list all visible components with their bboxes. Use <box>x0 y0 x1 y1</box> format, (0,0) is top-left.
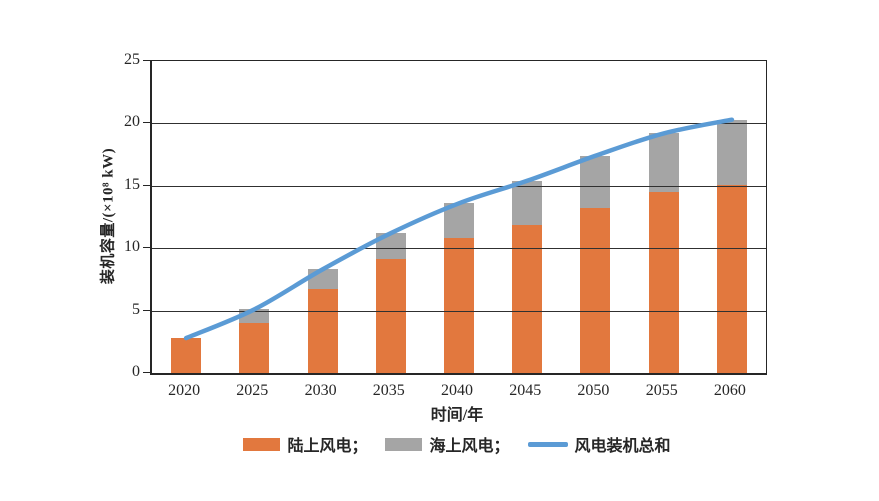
bar-onshore-2040 <box>444 238 474 373</box>
bar-onshore-2055 <box>648 192 679 373</box>
total-line-swatch <box>527 441 568 447</box>
ytick-label-25: 25 <box>124 51 140 68</box>
bar-offshore-2050 <box>580 155 611 209</box>
ytick-label-5: 5 <box>132 300 140 318</box>
ytick-label-10: 10 <box>124 238 140 256</box>
gridline-10 <box>152 248 766 250</box>
gridline-20 <box>152 123 766 125</box>
total-legend-label: 风电装机总和 <box>574 438 671 455</box>
legend-item-total: 风电装机总和 <box>527 432 671 456</box>
bar-offshore-2040 <box>444 203 474 239</box>
gridline-15 <box>152 185 766 187</box>
bar-offshore-2035 <box>375 233 406 260</box>
x-axis-title: 时间/年 <box>430 407 484 424</box>
xtick-label-2050: 2050 <box>577 382 610 399</box>
xtick-label-2045: 2045 <box>509 382 542 399</box>
legend: 陆上风电； 海上风电； 风电装机总和 <box>150 432 764 456</box>
gridline-5 <box>152 310 766 312</box>
ytick-mark-5 <box>143 309 150 311</box>
bar-offshore-2055 <box>648 133 679 192</box>
bar-onshore-2045 <box>512 224 543 373</box>
xtick-label-2040: 2040 <box>441 382 473 399</box>
onshore-wind-swatch <box>243 437 281 451</box>
bar-offshore-2030 <box>307 269 338 290</box>
legend-item-offshore: 海上风电； <box>385 432 510 456</box>
bar-onshore-2025 <box>239 323 270 373</box>
bar-onshore-2030 <box>307 289 338 373</box>
y-axis-title: 装机容量/(×10⁸ kW) <box>100 147 117 285</box>
ytick-label-15: 15 <box>124 175 140 193</box>
ytick-mark-20 <box>143 122 150 124</box>
offshore-wind-swatch <box>385 437 423 451</box>
xtick-label-2020: 2020 <box>168 382 201 399</box>
plot-area <box>150 60 767 375</box>
legend-item-onshore: 陆上风电； <box>243 432 367 456</box>
bar-offshore-2060 <box>716 119 747 185</box>
bar-onshore-2035 <box>375 259 406 373</box>
xtick-label-2055: 2055 <box>645 382 678 399</box>
xtick-label-2035: 2035 <box>372 382 405 399</box>
bar-onshore-2020 <box>171 338 202 373</box>
ytick-mark-15 <box>143 184 150 186</box>
xtick-label-2025: 2025 <box>236 382 269 399</box>
ytick-label-20: 20 <box>124 113 140 131</box>
bar-onshore-2060 <box>716 184 747 373</box>
ytick-mark-10 <box>143 247 150 249</box>
xtick-label-2060: 2060 <box>713 382 746 399</box>
offshore-wind-legend-label: 海上风电； <box>429 438 510 455</box>
bar-onshore-2050 <box>580 208 611 373</box>
xtick-label-2030: 2030 <box>304 382 337 399</box>
ytick-label-0: 0 <box>132 363 140 380</box>
ytick-mark-25 <box>143 60 150 61</box>
ytick-mark-0 <box>143 372 150 373</box>
bar-offshore-2045 <box>512 180 543 225</box>
onshore-wind-legend-label: 陆上风电； <box>287 438 368 455</box>
